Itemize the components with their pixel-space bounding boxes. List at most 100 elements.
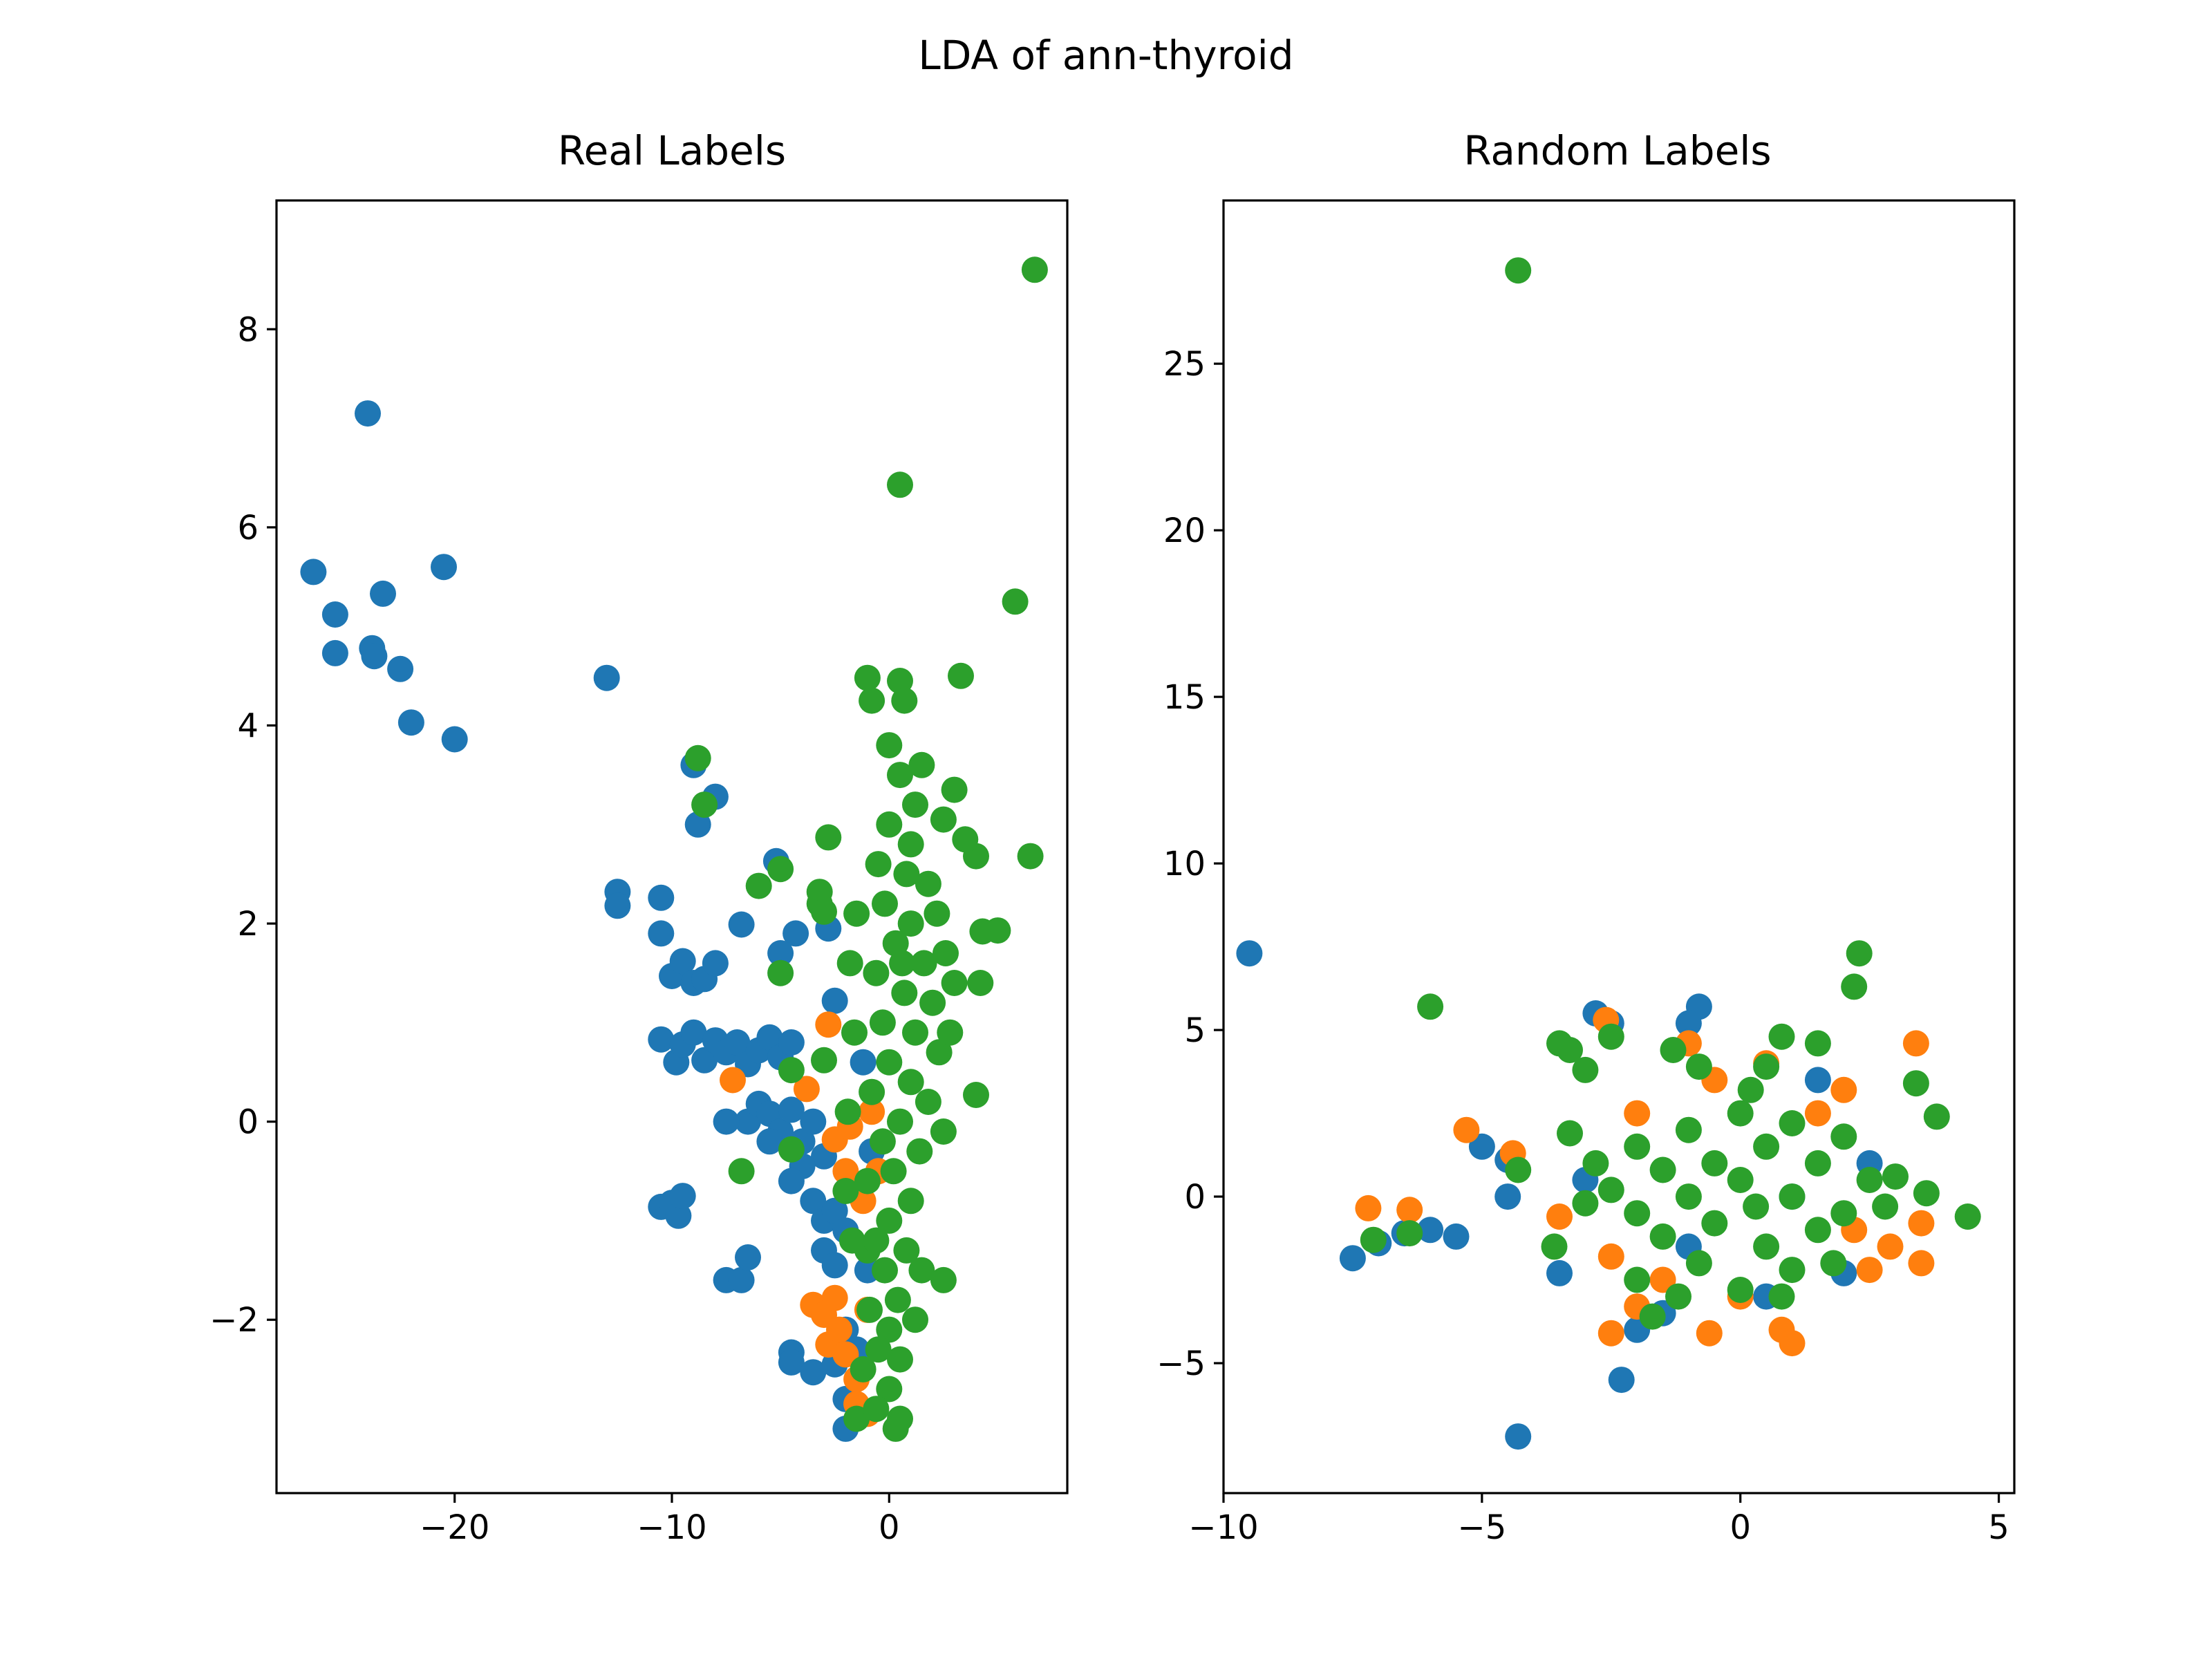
real-labels-point-class-2	[941, 776, 968, 803]
real-labels-point-class-0	[756, 1128, 783, 1155]
real-labels-point-class-2	[767, 959, 794, 986]
random-labels-y-tick-label: 0	[1184, 1178, 1206, 1217]
random-labels-point-class-2	[1872, 1193, 1899, 1220]
random-labels-point-class-2	[1572, 1190, 1599, 1217]
real-labels-point-class-0	[665, 1202, 692, 1229]
random-labels-point-class-2	[1913, 1180, 1940, 1207]
real-labels-point-class-0	[778, 1168, 805, 1194]
real-labels-x-tick-label: −20	[420, 1508, 489, 1547]
real-labels-point-class-2	[893, 861, 920, 888]
random-labels-point-class-2	[1830, 1123, 1857, 1150]
random-labels-point-class-2	[1417, 993, 1444, 1020]
random-labels-point-class-1	[1908, 1250, 1935, 1277]
real-labels-point-class-2	[684, 744, 711, 771]
real-labels-point-class-0	[669, 948, 696, 975]
real-labels-point-class-2	[745, 872, 772, 899]
random-labels-point-class-2	[1541, 1233, 1568, 1260]
random-labels-point-class-2	[1820, 1250, 1847, 1277]
real-labels-point-class-1	[821, 1284, 848, 1311]
axes-title-random-labels: Random Labels	[1463, 127, 1771, 174]
random-labels-point-class-2	[1685, 1250, 1712, 1277]
random-labels-x-tick-label: −10	[1188, 1508, 1258, 1547]
real-labels-point-class-2	[893, 1237, 920, 1264]
real-labels-point-class-1	[832, 1341, 859, 1368]
random-labels-point-class-0	[1468, 1133, 1495, 1160]
random-labels-point-class-2	[1779, 1257, 1806, 1284]
random-labels-y-tick-label: 10	[1163, 845, 1206, 883]
random-labels-point-class-0	[1417, 1217, 1444, 1244]
random-labels-point-class-1	[1546, 1203, 1573, 1230]
real-labels-point-class-2	[876, 1049, 903, 1076]
real-labels-point-class-2	[910, 950, 937, 977]
real-labels-point-class-0	[778, 1349, 805, 1376]
real-labels-y-tick-label: 8	[237, 310, 259, 349]
real-labels-y-tick-label: 0	[237, 1103, 259, 1142]
random-labels-point-class-2	[1727, 1167, 1754, 1193]
random-labels-point-class-0	[1546, 1259, 1573, 1286]
random-labels-point-class-2	[1396, 1220, 1423, 1247]
real-labels-point-class-0	[648, 920, 675, 947]
real-labels-point-class-2	[815, 824, 842, 851]
random-labels-point-class-2	[1597, 1023, 1624, 1050]
random-labels-point-class-1	[1830, 1076, 1857, 1103]
random-labels-point-class-0	[1339, 1245, 1366, 1272]
random-labels-point-class-1	[1696, 1320, 1723, 1347]
real-labels-point-class-2	[843, 900, 870, 927]
real-labels-point-class-2	[876, 1316, 903, 1343]
real-labels-y-tick-label: 6	[237, 509, 259, 547]
real-labels-point-class-2	[854, 664, 881, 691]
random-labels-y-tick-label: 15	[1163, 678, 1206, 717]
real-labels-point-class-2	[937, 1019, 964, 1046]
real-labels-point-class-0	[728, 911, 755, 938]
random-labels-point-class-1	[1396, 1197, 1423, 1224]
real-labels-point-class-1	[826, 1316, 852, 1343]
real-labels-point-class-2	[872, 1257, 898, 1284]
random-labels-point-class-2	[1753, 1233, 1780, 1260]
random-labels-point-class-0	[1608, 1367, 1635, 1394]
real-labels-point-class-2	[924, 900, 950, 927]
real-labels-point-class-2	[897, 1069, 924, 1096]
real-labels-point-class-0	[593, 664, 620, 691]
random-labels-x-tick-label: −5	[1457, 1508, 1506, 1547]
random-labels-point-class-2	[1660, 1037, 1687, 1063]
real-labels-point-class-0	[669, 1183, 696, 1210]
real-labels-point-class-1	[832, 1158, 859, 1185]
real-labels-point-class-0	[441, 726, 468, 753]
real-labels-point-class-2	[865, 851, 892, 878]
real-labels-point-class-0	[648, 1026, 675, 1053]
random-labels-point-class-2	[1830, 1200, 1857, 1227]
real-labels-point-class-0	[321, 601, 348, 628]
random-labels-point-class-1	[1624, 1100, 1651, 1127]
random-labels-point-class-0	[1494, 1183, 1521, 1210]
random-labels-point-class-2	[1768, 1023, 1795, 1050]
random-labels-x-tick-label: 0	[1730, 1508, 1751, 1547]
random-labels-point-class-2	[1753, 1133, 1780, 1160]
random-labels-point-class-2	[1675, 1116, 1702, 1143]
real-labels-point-class-0	[778, 1096, 805, 1123]
real-labels-point-class-2	[887, 1346, 913, 1373]
real-labels-point-class-2	[891, 687, 918, 714]
random-labels-point-class-0	[1505, 1423, 1532, 1450]
real-labels-point-class-2	[876, 1207, 903, 1234]
real-labels-point-class-2	[838, 1227, 865, 1254]
real-labels-point-class-0	[756, 1024, 783, 1051]
axes-random-labels: Random Labels −10 −5 0 5 −5 0 5 10 15 20 25	[1156, 127, 2016, 1547]
random-labels-point-class-2	[1779, 1110, 1806, 1136]
real-labels-point-class-2	[915, 870, 941, 897]
real-labels-point-class-2	[930, 1266, 957, 1293]
real-labels-point-class-2	[859, 1078, 885, 1105]
real-labels-point-class-2	[952, 826, 979, 853]
real-labels-point-class-2	[930, 1118, 957, 1145]
real-labels-point-class-0	[735, 1244, 761, 1271]
random-labels-point-class-2	[1701, 1150, 1728, 1177]
real-labels-point-class-2	[859, 687, 885, 714]
real-labels-point-class-2	[728, 1158, 755, 1185]
real-labels-point-class-2	[932, 940, 959, 966]
random-labels-point-class-2	[1727, 1100, 1754, 1127]
random-labels-point-class-2	[1743, 1193, 1770, 1220]
real-labels-point-class-0	[800, 1359, 827, 1386]
random-labels-point-class-2	[1649, 1156, 1676, 1183]
random-labels-point-class-1	[1355, 1194, 1382, 1221]
random-labels-point-class-2	[1546, 1030, 1573, 1057]
real-labels-point-class-0	[778, 1029, 805, 1056]
